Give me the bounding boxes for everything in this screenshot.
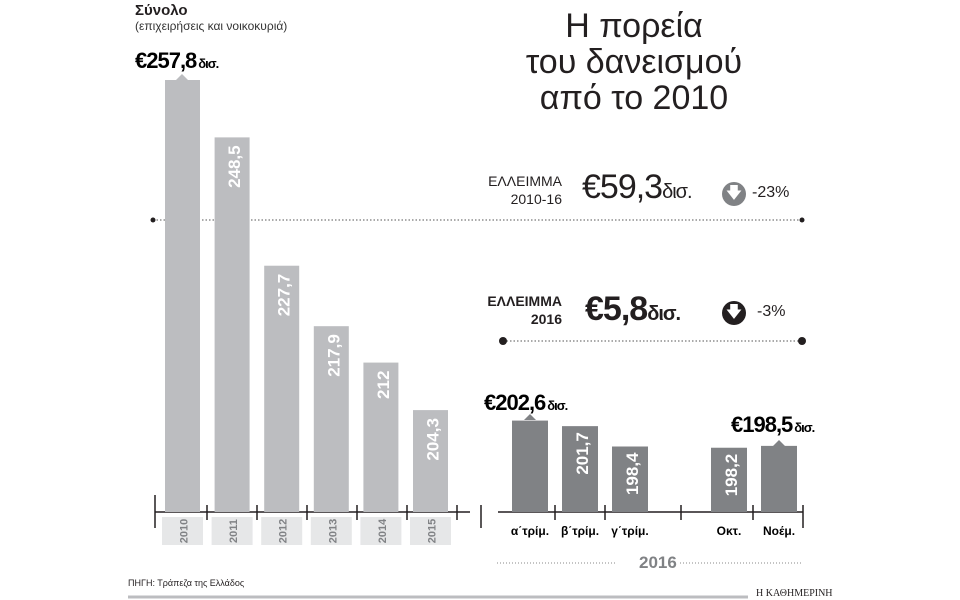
bar-pointer	[176, 74, 188, 80]
brand-logo: Η ΚΑΘΗΜΕΡΙΝΗ	[756, 588, 833, 599]
value: €5,8	[585, 290, 648, 328]
divider-dot	[499, 337, 507, 345]
bar-value-label: 204,3	[424, 418, 443, 461]
bar-2014	[363, 362, 399, 512]
divider-dot	[799, 217, 805, 223]
label-line: 2010-16	[510, 191, 562, 207]
x-tick-label: 2012	[278, 519, 290, 543]
main-title-line: από το 2010	[539, 79, 729, 117]
bar-2010	[165, 80, 200, 512]
unit: δισ.	[647, 303, 681, 325]
arrow-down-circle-icon: 🡇	[722, 301, 746, 325]
x-tick-label: 2013	[327, 519, 339, 543]
bar-pointer	[773, 440, 785, 446]
x-tick-label: 2015	[427, 519, 439, 543]
bar-value-label: 212	[374, 371, 393, 399]
deficit-2016-pct: -3%	[757, 303, 786, 320]
bar-Οκτ.	[711, 447, 747, 512]
bar-value-label: 227,7	[275, 274, 294, 317]
bar-pointer	[524, 414, 536, 420]
deficit-2016-value: €5,8δισ.	[585, 290, 681, 329]
x-tick-label: Οκτ.	[717, 524, 742, 538]
bar-2013	[313, 326, 349, 512]
x-tick-label-bg	[211, 517, 253, 545]
divider-dot	[798, 337, 806, 345]
x-tick-label-bg	[261, 517, 303, 545]
arrow-down-circle-icon: 🡇	[722, 182, 746, 206]
bar-2012	[264, 265, 300, 512]
x-axis-label-2016: 2016	[639, 553, 677, 572]
bar-value-label: 201,7	[573, 432, 592, 475]
x-tick-label-bg	[360, 517, 402, 545]
bar-α΄τρίμ.	[512, 420, 548, 512]
deficit-total-pct: -23%	[752, 184, 790, 201]
x-tick-label-bg	[162, 517, 203, 545]
x-tick-label: Νοέμ.	[763, 524, 795, 538]
bar-β΄τρίμ.	[562, 426, 598, 512]
bar-2015	[413, 410, 448, 512]
x-tick-label: γ΄τρίμ.	[611, 524, 648, 538]
source-note: ΠΗΓΗ: Τράπεζα της Ελλάδος	[128, 578, 245, 588]
bar-value-label: 248,5	[225, 145, 244, 188]
chart-title: Σύνολο	[135, 2, 188, 19]
bar-value-label: 198,4	[623, 452, 642, 495]
x-tick-label: 2011	[228, 519, 240, 543]
highlight-value-label: €202,6 δισ.	[484, 390, 568, 415]
bar-γ΄τρίμ.	[612, 446, 648, 512]
bar-value-label: 217,9	[324, 334, 343, 377]
main-title-line: του δανεισμού	[525, 43, 743, 81]
divider-dot	[150, 217, 156, 223]
label-line: ΕΛΛΕΙΜΜΑ	[488, 173, 562, 189]
bar-value-label: 198,2	[722, 454, 741, 497]
chart-subtitle: (επιχειρήσεις και νοικοκυριά)	[135, 19, 288, 33]
highlight-value-label: €198,5 δισ.	[731, 412, 815, 437]
bar-Νοέμ.	[761, 445, 797, 512]
deficit-total-value: €59,3δισ.	[582, 168, 693, 207]
x-tick-label: 2014	[377, 518, 389, 543]
value: €59,3	[582, 168, 663, 206]
x-tick-label: 2010	[179, 519, 191, 543]
deficit-2016-label: ΕΛΛΕΙΜΜΑ 2016	[470, 292, 562, 328]
label-line: 2016	[530, 311, 562, 327]
main-title: Η πορεία του δανεισμού από το 2010	[514, 8, 754, 116]
x-tick-label-bg	[410, 517, 451, 545]
deficit-total-label: ΕΛΛΕΙΜΜΑ 2010-16	[470, 172, 562, 208]
label-line: ΕΛΛΕΙΜΜΑ	[487, 293, 562, 309]
main-title-line: Η πορεία	[565, 7, 703, 45]
x-tick-label-bg	[310, 517, 352, 545]
x-tick-label: α΄τρίμ.	[511, 524, 549, 538]
bar-2011	[214, 137, 250, 513]
x-tick-label: β΄τρίμ.	[561, 524, 599, 538]
unit: δισ.	[662, 181, 693, 203]
highlight-value-label: €257,8 δισ.	[135, 48, 219, 73]
